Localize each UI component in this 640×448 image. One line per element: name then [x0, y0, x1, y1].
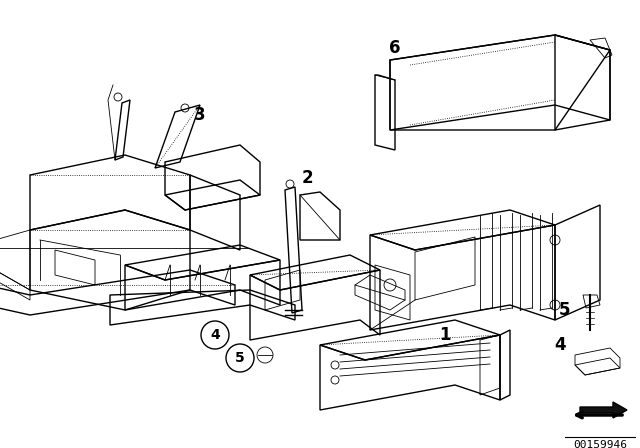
Text: 5: 5: [559, 301, 571, 319]
Text: 6: 6: [389, 39, 401, 57]
Text: 4: 4: [554, 336, 566, 354]
Text: 2: 2: [301, 169, 313, 187]
Circle shape: [226, 344, 254, 372]
Text: 4: 4: [210, 328, 220, 342]
Polygon shape: [580, 402, 627, 418]
Text: 00159946: 00159946: [573, 440, 627, 448]
Text: 5: 5: [235, 351, 245, 365]
Text: 3: 3: [194, 106, 206, 124]
Circle shape: [201, 321, 229, 349]
Text: 1: 1: [439, 326, 451, 344]
